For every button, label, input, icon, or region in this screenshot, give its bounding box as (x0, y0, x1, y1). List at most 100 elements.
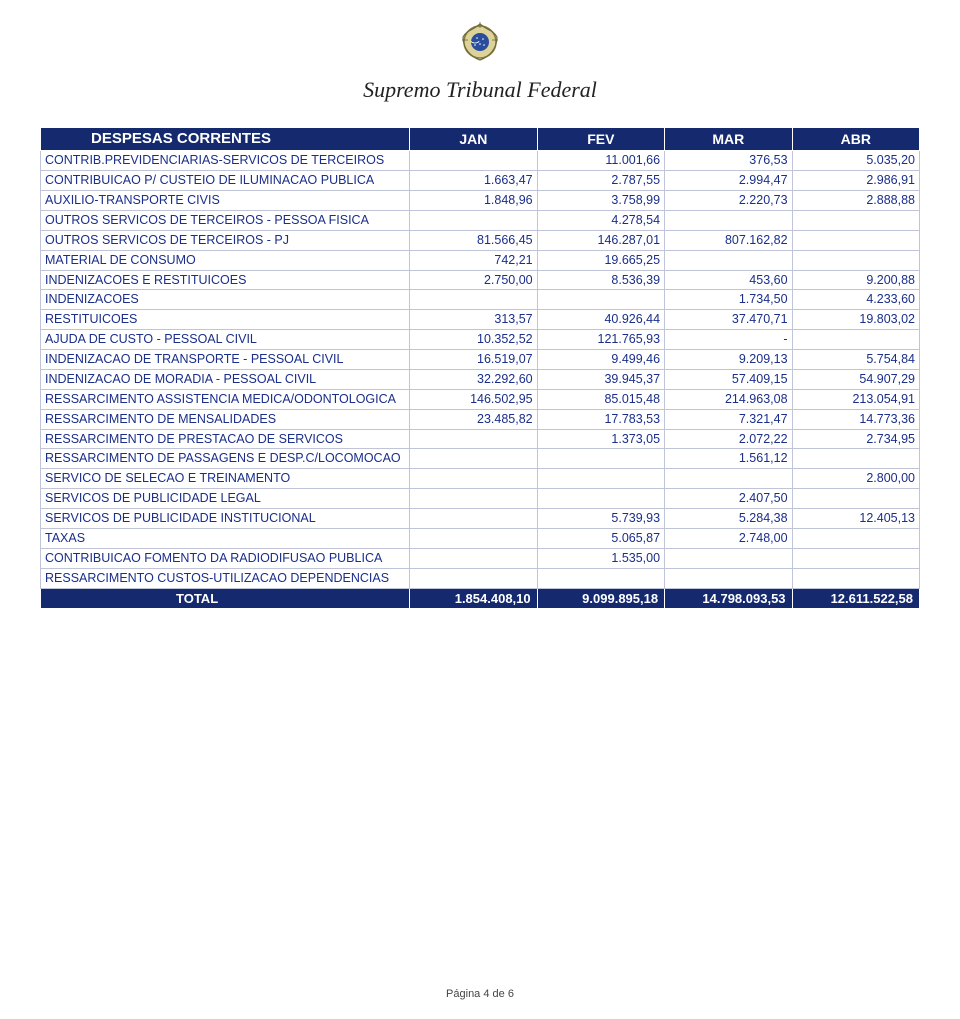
table-row-col1: 23.485,82 (410, 409, 537, 429)
table-row-col1: 313,57 (410, 310, 537, 330)
table-row-col1: 32.292,60 (410, 369, 537, 389)
table-row: SERVICOS DE PUBLICIDADE INSTITUCIONAL5.7… (41, 509, 920, 529)
table-header-col2: FEV (537, 128, 664, 151)
table-row-col2: 40.926,44 (537, 310, 664, 330)
table-row-col2: 17.783,53 (537, 409, 664, 429)
table-row-col2: 1.535,00 (537, 548, 664, 568)
table-row-col1: 10.352,52 (410, 330, 537, 350)
table-row: SERVICOS DE PUBLICIDADE LEGAL2.407,50 (41, 489, 920, 509)
table-row-col4 (792, 489, 919, 509)
table-row-label: RESTITUICOES (41, 310, 410, 330)
table-row-label: CONTRIBUICAO FOMENTO DA RADIODIFUSAO PUB… (41, 548, 410, 568)
table-row-col1: 1.848,96 (410, 191, 537, 211)
table-row: CONTRIB.PREVIDENCIARIAS-SERVICOS DE TERC… (41, 151, 920, 171)
table-row-label: TAXAS (41, 528, 410, 548)
table-row-col4: 19.803,02 (792, 310, 919, 330)
table-row: INDENIZACOES1.734,504.233,60 (41, 290, 920, 310)
table-total-col1: 1.854.408,10 (410, 588, 537, 609)
table-row-col3: 453,60 (665, 270, 792, 290)
table-row: INDENIZACAO DE MORADIA - PESSOAL CIVIL32… (41, 369, 920, 389)
table-row-col2: 4.278,54 (537, 210, 664, 230)
table-row-col2: 19.665,25 (537, 250, 664, 270)
table-row-col1: 742,21 (410, 250, 537, 270)
table-row-col1 (410, 568, 537, 588)
table-row-col4 (792, 210, 919, 230)
table-row-col4: 54.907,29 (792, 369, 919, 389)
table-row-label: RESSARCIMENTO ASSISTENCIA MEDICA/ODONTOL… (41, 389, 410, 409)
table-row-col3 (665, 568, 792, 588)
table-row-col4 (792, 568, 919, 588)
table-row-label: AJUDA DE CUSTO - PESSOAL CIVIL (41, 330, 410, 350)
table-row: RESSARCIMENTO ASSISTENCIA MEDICA/ODONTOL… (41, 389, 920, 409)
table-row: OUTROS SERVICOS DE TERCEIROS - PJ81.566,… (41, 230, 920, 250)
table-total: TOTAL1.854.408,109.099.895,1814.798.093,… (41, 588, 920, 609)
table-row-col3: 2.407,50 (665, 489, 792, 509)
table-row-col2: 85.015,48 (537, 389, 664, 409)
table-row: RESSARCIMENTO DE PASSAGENS E DESP.C/LOCO… (41, 449, 920, 469)
table-row-col4 (792, 548, 919, 568)
table-row-col4: 2.800,00 (792, 469, 919, 489)
table-row-col2: 39.945,37 (537, 369, 664, 389)
table-row-col4: 2.986,91 (792, 171, 919, 191)
table-row: RESSARCIMENTO DE MENSALIDADES23.485,8217… (41, 409, 920, 429)
table-row-col4: 5.035,20 (792, 151, 919, 171)
table-row: INDENIZACOES E RESTITUICOES2.750,008.536… (41, 270, 920, 290)
table-row-col3: 57.409,15 (665, 369, 792, 389)
table-row: MATERIAL DE CONSUMO742,2119.665,25 (41, 250, 920, 270)
table-row-col4: 12.405,13 (792, 509, 919, 529)
table-header-col1: JAN (410, 128, 537, 151)
table-header: DESPESAS CORRENTESJANFEVMARABR (41, 128, 920, 151)
table-row-col4: 2.734,95 (792, 429, 919, 449)
page-footer: Página 4 de 6 (0, 988, 960, 1000)
table-row-col2: 146.287,01 (537, 230, 664, 250)
table-row-col1 (410, 469, 537, 489)
table-row-col1: 81.566,45 (410, 230, 537, 250)
table-row-col3: 807.162,82 (665, 230, 792, 250)
table-row-label: SERVICO DE SELECAO E TREINAMENTO (41, 469, 410, 489)
table-row-col4: 5.754,84 (792, 350, 919, 370)
table-row-col3: 1.561,12 (665, 449, 792, 469)
table-row-label: INDENIZACAO DE TRANSPORTE - PESSOAL CIVI… (41, 350, 410, 370)
table-row-col3: 7.321,47 (665, 409, 792, 429)
table-row-label: RESSARCIMENTO DE PASSAGENS E DESP.C/LOCO… (41, 449, 410, 469)
table-row: RESTITUICOES313,5740.926,4437.470,7119.8… (41, 310, 920, 330)
table-row-col2: 1.373,05 (537, 429, 664, 449)
table-row-col4: 9.200,88 (792, 270, 919, 290)
table-row-col1 (410, 548, 537, 568)
table-row-col4 (792, 330, 919, 350)
table-row-col3: 2.072,22 (665, 429, 792, 449)
table-row-col2 (537, 568, 664, 588)
table-row-col3: 214.963,08 (665, 389, 792, 409)
table-row: INDENIZACAO DE TRANSPORTE - PESSOAL CIVI… (41, 350, 920, 370)
table-row-col1 (410, 449, 537, 469)
table-row-col3 (665, 250, 792, 270)
table-row-col2: 9.499,46 (537, 350, 664, 370)
table-row-label: CONTRIB.PREVIDENCIARIAS-SERVICOS DE TERC… (41, 151, 410, 171)
table-row-col4: 213.054,91 (792, 389, 919, 409)
table-row-col3: 5.284,38 (665, 509, 792, 529)
table-row-label: INDENIZACAO DE MORADIA - PESSOAL CIVIL (41, 369, 410, 389)
table-row-label: CONTRIBUICAO P/ CUSTEIO DE ILUMINACAO PU… (41, 171, 410, 191)
table-row-label: AUXILIO-TRANSPORTE CIVIS (41, 191, 410, 211)
table-row-col2 (537, 290, 664, 310)
table-header-col3: MAR (665, 128, 792, 151)
table-row-col3: - (665, 330, 792, 350)
table-row-col4: 2.888,88 (792, 191, 919, 211)
table-row-col3: 9.209,13 (665, 350, 792, 370)
table-row-col3: 1.734,50 (665, 290, 792, 310)
table-row-col4 (792, 250, 919, 270)
table-header-col4: ABR (792, 128, 919, 151)
table-row-label: RESSARCIMENTO CUSTOS-UTILIZACAO DEPENDEN… (41, 568, 410, 588)
table-row-col2: 8.536,39 (537, 270, 664, 290)
table-row: CONTRIBUICAO FOMENTO DA RADIODIFUSAO PUB… (41, 548, 920, 568)
table-row-label: RESSARCIMENTO DE PRESTACAO DE SERVICOS (41, 429, 410, 449)
table-row-col3: 2.220,73 (665, 191, 792, 211)
table-row-col4: 14.773,36 (792, 409, 919, 429)
table-row-col1 (410, 429, 537, 449)
table-row-col3: 376,53 (665, 151, 792, 171)
table-row-col1 (410, 509, 537, 529)
table-total-label: TOTAL (41, 588, 410, 609)
table-row-col3: 2.994,47 (665, 171, 792, 191)
table-row-col2: 121.765,93 (537, 330, 664, 350)
table-row-col2: 11.001,66 (537, 151, 664, 171)
